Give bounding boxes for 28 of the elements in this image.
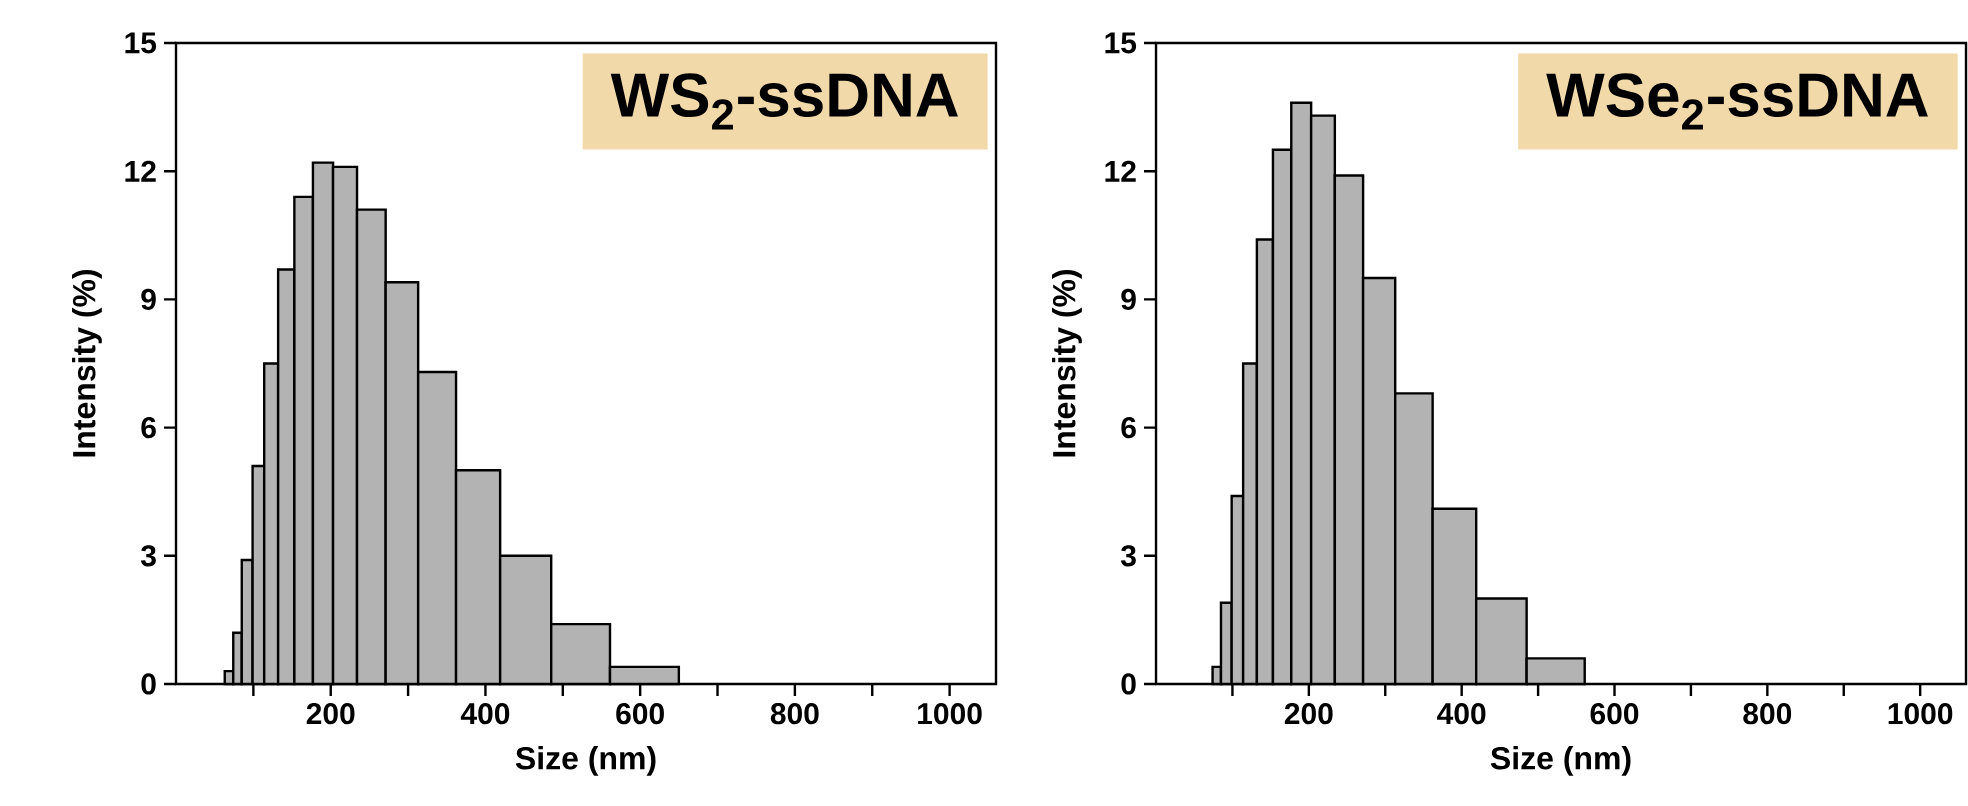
y-tick-label: 6 bbox=[141, 416, 156, 439]
y-tick-label: 12 bbox=[1105, 160, 1136, 182]
y-tick-label: 3 bbox=[1120, 545, 1136, 567]
x-tick-label: 600 bbox=[1590, 703, 1639, 725]
x-tick-label: 600 bbox=[616, 703, 664, 725]
x-axis-title: Size (nm) bbox=[1490, 746, 1631, 776]
x-axis-title: Size (nm) bbox=[515, 746, 656, 776]
x-tick-label: 800 bbox=[1743, 703, 1792, 725]
y-tick-label: 0 bbox=[1121, 673, 1136, 695]
y-tick-label: 15 bbox=[125, 32, 157, 54]
annotation: WS$_{2}$-ssDNA bbox=[610, 73, 958, 130]
y-tick-label: 12 bbox=[125, 160, 156, 182]
x-tick-label: 200 bbox=[1284, 703, 1333, 725]
x-tick-label: 1000 bbox=[1888, 703, 1953, 725]
x-tick-label: 400 bbox=[1437, 703, 1486, 725]
x-tick-label: 400 bbox=[460, 703, 510, 725]
y-axis-title: Intensity (%) bbox=[1052, 269, 1082, 457]
y-tick-label: 6 bbox=[1121, 416, 1136, 439]
annotation: WSe$_{2}$-ssDNA bbox=[1546, 73, 1928, 130]
y-axis-title: Intensity (%) bbox=[72, 269, 102, 457]
x-tick-label: 800 bbox=[770, 703, 819, 725]
x-tick-label: 200 bbox=[306, 703, 355, 725]
y-tick-label: 3 bbox=[140, 545, 156, 567]
y-tick-label: 15 bbox=[1105, 32, 1137, 54]
y-tick-label: 9 bbox=[1121, 288, 1136, 310]
y-tick-label: 0 bbox=[141, 673, 156, 695]
x-tick-label: 1000 bbox=[918, 703, 982, 725]
y-tick-label: 9 bbox=[141, 288, 156, 310]
